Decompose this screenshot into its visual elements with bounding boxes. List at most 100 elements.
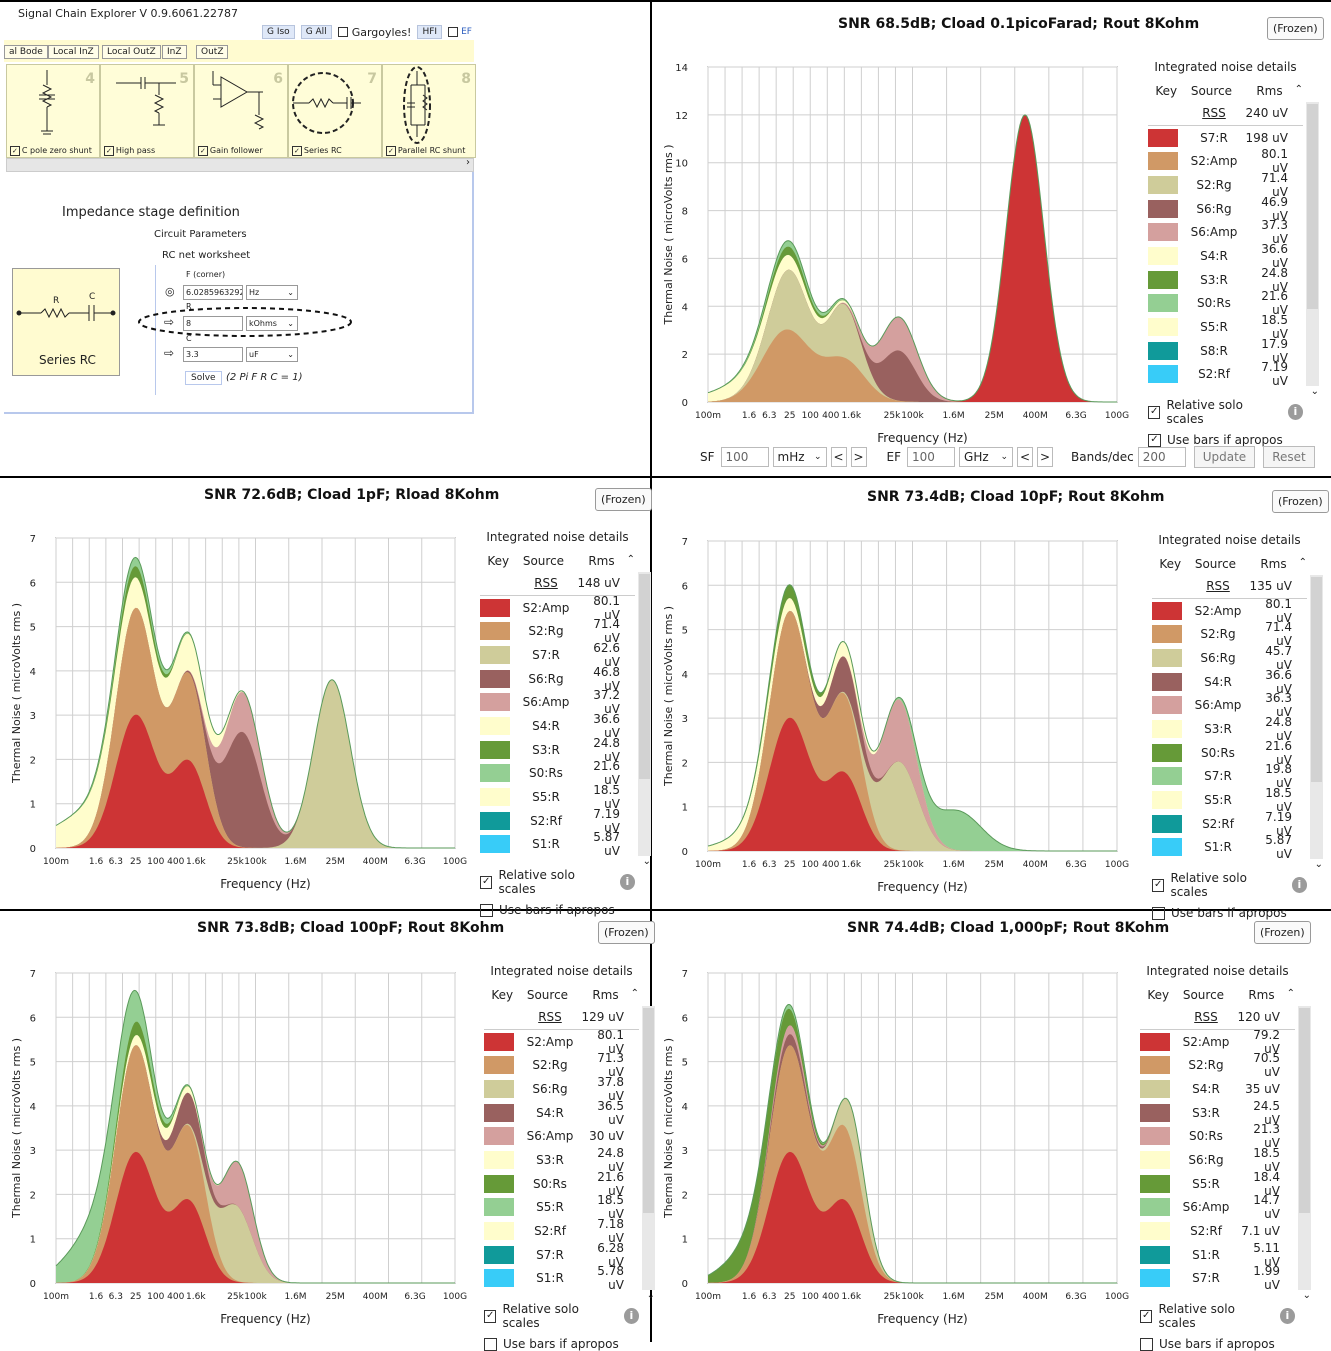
f-unit-select[interactable]: Hz ⌄ (246, 285, 298, 300)
legend-row[interactable]: S5:R 18.5 uV (1148, 313, 1303, 341)
legend-row[interactable]: S1:R 5.11 uV (1140, 1241, 1295, 1269)
scroll-right-icon[interactable]: › (466, 157, 470, 168)
relative-solo-checkbox[interactable]: ✓ Relative solo scales i (1140, 1302, 1295, 1330)
legend-row[interactable]: S2:Rf 7.19 uV (480, 807, 635, 835)
legend-row[interactable]: S7:R 6.28 uV (484, 1241, 639, 1269)
sf-next-button[interactable]: > (850, 447, 867, 467)
legend-row[interactable]: S5:R 18.5 uV (480, 783, 635, 811)
sf-unit-select[interactable]: mHz ⌄ (772, 447, 827, 467)
legend-row[interactable]: S4:R 36.5 uV (484, 1099, 639, 1127)
legend-row[interactable]: S4:R 35 uV (1140, 1077, 1295, 1101)
hfi-button[interactable]: HFI (417, 25, 443, 39)
legend-row[interactable]: S8:R 17.9 uV (1148, 337, 1303, 365)
chevron-up-icon[interactable]: ⌃ (626, 554, 635, 565)
info-icon[interactable]: i (1291, 877, 1307, 894)
bands-input[interactable]: 200 (1137, 447, 1186, 467)
legend-row[interactable]: S0:Rs 21.6 uV (1152, 739, 1307, 767)
legend-row[interactable]: S2:Rf 7.1 uV (1140, 1219, 1295, 1243)
sf-input[interactable]: 100 (720, 447, 769, 467)
legend-row[interactable]: S0:Rs 21.6 uV (1148, 289, 1303, 317)
legend-row[interactable]: S2:Amp 80.1 uV (1152, 597, 1307, 625)
scroll-thumb[interactable] (643, 1008, 654, 1213)
legend-row[interactable]: S7:R 62.6 uV (480, 641, 635, 669)
ef-next-button[interactable]: > (1037, 447, 1054, 467)
legend-row[interactable]: S6:Rg 46.8 uV (480, 665, 635, 693)
frozen-button[interactable]: (Frozen) (598, 921, 655, 944)
update-button[interactable]: Update (1193, 446, 1256, 468)
ef-checkbox[interactable]: EF (448, 27, 472, 37)
legend-scrollbar[interactable] (1310, 575, 1323, 860)
frozen-button[interactable]: (Frozen) (1254, 921, 1311, 944)
legend-row[interactable]: S0:Rs 21.6 uV (484, 1170, 639, 1198)
legend-row[interactable]: S2:Rf 7.19 uV (1148, 360, 1303, 388)
tile-parallel-rc[interactable]: 8 ✓ Parallel RC shunt (382, 64, 476, 158)
legend-row[interactable]: S6:Amp 37.3 uV (1148, 218, 1303, 246)
use-bars-checkbox[interactable]: Use bars if apropos (480, 903, 635, 917)
legend-scrollbar[interactable] (1306, 102, 1319, 387)
legend-row[interactable]: S2:Rg 71.3 uV (484, 1051, 639, 1079)
legend-row[interactable]: S3:R 24.5 uV (1140, 1099, 1295, 1127)
tile-c-pole-zero[interactable]: 4 ✓ C pole zero shunt (6, 64, 100, 158)
scroll-thumb[interactable] (1311, 577, 1322, 782)
frozen-button[interactable]: (Frozen) (595, 488, 652, 511)
target-icon[interactable]: ◎ (165, 285, 175, 298)
ef-unit-select[interactable]: GHz ⌄ (959, 447, 1014, 467)
legend-row[interactable]: S3:R 24.8 uV (1152, 715, 1307, 743)
legend-row[interactable]: S1:R 5.78 uV (484, 1264, 639, 1292)
legend-row[interactable]: S6:Amp 30 uV (484, 1124, 639, 1148)
sf-prev-button[interactable]: < (830, 447, 847, 467)
legend-row[interactable]: S5:R 18.4 uV (1140, 1170, 1295, 1198)
use-bars-checkbox[interactable]: Use bars if apropos (484, 1337, 639, 1351)
scroll-thumb[interactable] (1299, 1008, 1310, 1213)
legend-row[interactable]: S3:R 24.8 uV (1148, 266, 1303, 294)
use-bars-checkbox[interactable]: ✓ Use bars if apropos (1148, 433, 1303, 447)
chevron-down-icon[interactable]: ⌄ (1302, 1290, 1311, 1302)
chevron-down-icon[interactable]: ⌄ (642, 856, 651, 868)
ef-prev-button[interactable]: < (1017, 447, 1034, 467)
g-iso-button[interactable]: G Iso (262, 25, 295, 39)
legend-row[interactable]: S5:R 18.5 uV (484, 1193, 639, 1221)
legend-row[interactable]: S6:Amp 14.7 uV (1140, 1193, 1295, 1221)
relative-solo-checkbox[interactable]: ✓ Relative solo scales i (484, 1302, 639, 1330)
reset-button[interactable]: Reset (1263, 446, 1315, 468)
legend-row[interactable]: S7:R 1.99 uV (1140, 1264, 1295, 1292)
c-input[interactable]: 3.3 (183, 347, 243, 362)
legend-row[interactable]: S0:Rs 21.3 uV (1140, 1122, 1295, 1150)
tab-inz[interactable]: InZ (162, 45, 187, 59)
legend-row[interactable]: S1:R 5.87 uV (480, 830, 635, 858)
legend-row[interactable]: S2:Amp 80.1 uV (1148, 147, 1303, 175)
gargoyles-checkbox[interactable]: Gargoyles! (337, 26, 411, 39)
tab-local-inz[interactable]: Local InZ (48, 45, 99, 59)
legend-row[interactable]: RSS 129 uV (484, 1005, 639, 1030)
legend-row[interactable]: S6:Amp 36.3 uV (1152, 691, 1307, 719)
scroll-thumb[interactable] (1307, 104, 1318, 309)
legend-row[interactable]: RSS 120 uV (1140, 1005, 1295, 1030)
legend-row[interactable]: S2:Rg 70.5 uV (1140, 1051, 1295, 1079)
tile-gain-follower[interactable]: 6 ✓ Gain follower (194, 64, 288, 158)
legend-row[interactable]: RSS 240 uV (1148, 101, 1303, 126)
r-unit-select[interactable]: kOhms ⌄ (246, 316, 298, 331)
use-bars-checkbox[interactable]: Use bars if apropos (1152, 906, 1307, 920)
chevron-up-icon[interactable]: ⌃ (1298, 557, 1307, 568)
tab-outz[interactable]: OutZ (196, 45, 229, 59)
chevron-up-icon[interactable]: ⌃ (1294, 84, 1303, 95)
c-arrow-icon[interactable]: ⇨ (164, 346, 175, 360)
legend-row[interactable]: S2:Amp 79.2 uV (1140, 1028, 1295, 1056)
legend-row[interactable]: S6:Rg 18.5 uV (1140, 1146, 1295, 1174)
legend-row[interactable]: S6:Rg 46.9 uV (1148, 195, 1303, 223)
info-icon[interactable]: i (1287, 404, 1303, 421)
legend-row[interactable]: S2:Rg 71.4 uV (480, 617, 635, 645)
solve-button[interactable]: Solve (185, 371, 222, 385)
legend-row[interactable]: S0:Rs 21.6 uV (480, 759, 635, 787)
legend-row[interactable]: S5:R 18.5 uV (1152, 786, 1307, 814)
legend-row[interactable]: S6:Rg 37.8 uV (484, 1075, 639, 1103)
scroll-thumb[interactable] (639, 574, 650, 779)
legend-row[interactable]: S4:R 36.6 uV (1152, 668, 1307, 696)
legend-row[interactable]: S3:R 24.8 uV (484, 1146, 639, 1174)
legend-row[interactable]: S1:R 5.87 uV (1152, 833, 1307, 861)
legend-row[interactable]: S2:Rg 71.4 uV (1152, 620, 1307, 648)
r-arrow-icon[interactable]: ⇨ (164, 315, 175, 329)
tile-high-pass[interactable]: 5 ✓ High pass (100, 64, 194, 158)
legend-row[interactable]: S2:Amp 80.1 uV (484, 1028, 639, 1056)
frozen-button[interactable]: (Frozen) (1272, 490, 1329, 513)
